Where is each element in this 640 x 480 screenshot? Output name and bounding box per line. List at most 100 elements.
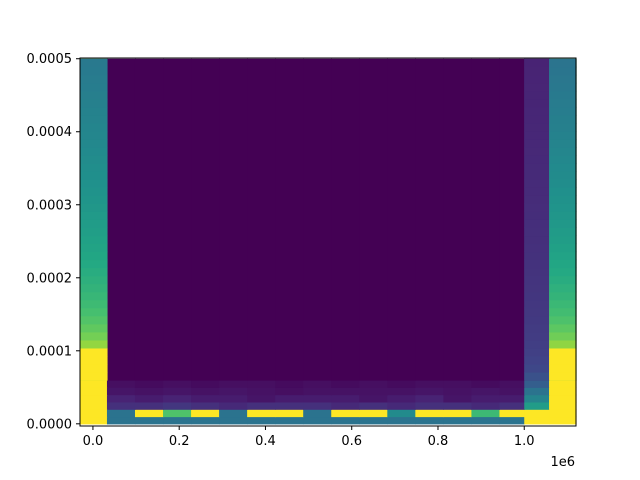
heatmap-cell-right-inner-column [524, 275, 550, 285]
heatmap-cell [80, 401, 108, 410]
heatmap-cell [106, 416, 136, 425]
heatmap-cell [219, 380, 248, 388]
heatmap-cell-right-outer-column [549, 347, 577, 357]
heatmap-cell-left-column [80, 331, 108, 341]
heatmap-cell [415, 58, 444, 381]
heatmap-cell-right-inner-column [524, 155, 550, 164]
heatmap-cell [303, 401, 332, 410]
heatmap-cell-left-column [80, 339, 108, 349]
heatmap-cell-right-outer-column [549, 74, 577, 84]
heatmap-cell [134, 416, 164, 425]
heatmap-cell [359, 409, 388, 418]
heatmap-cell-right-outer-column [549, 211, 577, 220]
heatmap-cell-right-outer-column [549, 203, 577, 212]
heatmap-cell-right-inner-column [524, 267, 550, 277]
heatmap-cell [191, 380, 220, 388]
heatmap-cell [443, 401, 472, 410]
heatmap-cell [331, 58, 360, 381]
heatmap-cell [106, 401, 136, 410]
heatmap-cell-left-column [80, 355, 108, 365]
heatmap-cell [163, 387, 192, 396]
heatmap-cell [275, 409, 304, 418]
heatmap-cell [303, 394, 332, 403]
heatmap-cell-right-inner-column [524, 291, 550, 301]
y-tick-label: 0.0001 [27, 344, 73, 359]
heatmap-cell [443, 58, 472, 381]
heatmap-cell-left-column [80, 66, 108, 76]
heatmap-cell-right-outer-column [549, 315, 577, 325]
heatmap-cell-left-column [80, 122, 108, 132]
heatmap-cell [471, 416, 501, 425]
heatmap-cell-right-outer-column [549, 259, 577, 269]
heatmap-cell-left-column [80, 139, 108, 148]
heatmap-cell-left-column [80, 307, 108, 317]
heatmap-cell-right-outer-column [549, 371, 577, 381]
heatmap-cell-right-outer-column [549, 122, 577, 132]
heatmap-cell [106, 409, 136, 418]
heatmap-cell [415, 409, 444, 418]
heatmap-cell [387, 401, 416, 410]
heatmap-cell-left-column [80, 219, 108, 228]
heatmap-cell-left-column [80, 251, 108, 261]
heatmap-cell-left-column [80, 299, 108, 309]
heatmap-cell [134, 401, 164, 410]
heatmap-cell-right-inner-column [524, 147, 550, 156]
heatmap-cell [443, 416, 472, 425]
heatmap-cell [524, 387, 550, 396]
heatmap-cell-left-column [80, 363, 108, 373]
heatmap-cell [387, 380, 416, 388]
heatmap-cell-left-column [80, 131, 108, 140]
heatmap-cell [163, 409, 192, 418]
heatmap-cell-right-outer-column [549, 307, 577, 317]
heatmap-cell [415, 387, 444, 396]
heatmap-cell [247, 380, 276, 388]
heatmap-cell-right-outer-column [549, 66, 577, 76]
heatmap-cell-left-column [80, 315, 108, 325]
heatmap-cell-right-inner-column [524, 251, 550, 261]
heatmap-cell [191, 416, 220, 425]
heatmap-cell [359, 394, 388, 403]
heatmap-cell [219, 394, 248, 403]
heatmap-cell [359, 58, 388, 381]
plot-frame [79, 57, 577, 427]
heatmap-cell [549, 380, 577, 388]
heatmap-cell-right-inner-column [524, 219, 550, 228]
heatmap-cell-right-inner-column [524, 195, 550, 204]
heatmap-cell-right-inner-column [524, 235, 550, 245]
heatmap-cell-right-outer-column [549, 155, 577, 164]
heatmap-cell [415, 416, 444, 425]
heatmap-cell [359, 416, 388, 425]
heatmap-cell [471, 58, 501, 381]
heatmap-cell-right-outer-column [549, 323, 577, 333]
heatmap-cell [499, 394, 525, 403]
heatmap-cell-right-outer-column [549, 299, 577, 309]
heatmap-cell-right-inner-column [524, 74, 550, 84]
heatmap-cell [524, 401, 550, 410]
heatmap-cell-right-inner-column [524, 106, 550, 116]
heatmap-cell [331, 387, 360, 396]
heatmap-cell-left-column [80, 74, 108, 84]
heatmap-cell [387, 416, 416, 425]
heatmap-cell [303, 58, 332, 381]
heatmap-cell [499, 416, 525, 425]
heatmap-cell-right-inner-column [524, 283, 550, 293]
heatmap-cell-left-column [80, 195, 108, 204]
x-tick-label: 0.4 [255, 434, 276, 449]
heatmap-cell [247, 409, 276, 418]
heatmap-cell-left-column [80, 283, 108, 293]
heatmap-cell-left-column [80, 179, 108, 188]
heatmap-cell [191, 387, 220, 396]
heatmap-cell [359, 401, 388, 410]
heatmap-cell [359, 387, 388, 396]
heatmap-cell [247, 416, 276, 425]
heatmap-cell [134, 394, 164, 403]
heatmap-cell [303, 380, 332, 388]
y-tick-label: 0.0002 [27, 271, 73, 286]
heatmap-cell-right-outer-column [549, 339, 577, 349]
heatmap-cell-left-column [80, 371, 108, 381]
y-tick-label: 0.0003 [27, 198, 73, 213]
y-axis: 0.0000 0.0001 0.0002 0.0003 0.0004 0.0005 [27, 52, 80, 432]
heatmap-cell [303, 387, 332, 396]
heatmap-cell-right-inner-column [524, 211, 550, 220]
